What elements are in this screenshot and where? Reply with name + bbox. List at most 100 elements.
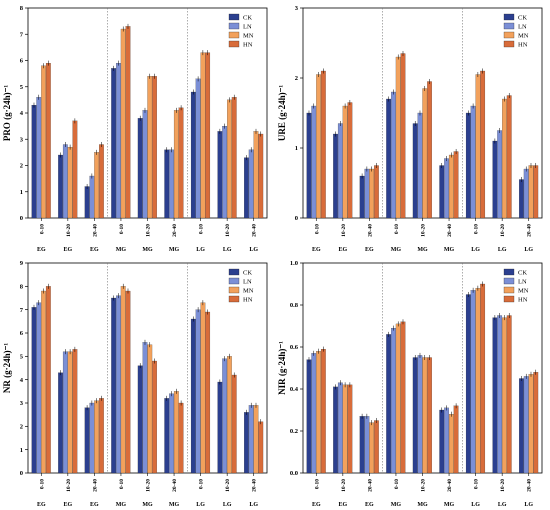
bar-MN xyxy=(502,317,507,474)
x-group-label: LG xyxy=(498,502,507,508)
x-group-label: LG xyxy=(471,502,480,508)
x-group-label: LG xyxy=(524,502,533,508)
bar-LN xyxy=(36,302,42,474)
x-tick-label: 0-10 xyxy=(314,224,320,234)
y-tick-label: 0.4 xyxy=(290,386,299,393)
x-tick-label: 10-20 xyxy=(421,224,427,237)
x-tick-label: 20-40 xyxy=(527,479,533,492)
bar-MN xyxy=(475,74,481,219)
bar-LN xyxy=(169,393,174,474)
y-tick-label: 8 xyxy=(20,5,24,12)
x-group-label: LG xyxy=(471,247,480,253)
bar-MN xyxy=(528,165,534,219)
bar-MN xyxy=(41,65,46,219)
bar-HN xyxy=(400,53,406,219)
bar-HN xyxy=(231,374,237,474)
bar-LN xyxy=(36,97,42,219)
x-group-label: LG xyxy=(524,247,533,253)
x-group-label: MG xyxy=(116,502,127,508)
bar-CK xyxy=(386,98,392,219)
x-tick-label: 10-20 xyxy=(500,479,506,492)
legend-label-HN: HN xyxy=(518,42,528,49)
x-group-label: EG xyxy=(365,502,374,508)
y-tick-label: 1 xyxy=(20,447,23,454)
bar-CK xyxy=(217,131,223,219)
legend-label-MN: MN xyxy=(518,288,529,295)
y-axis-title: NR (g·24h)⁻¹ xyxy=(2,343,12,394)
x-group-label: MG xyxy=(142,247,153,253)
bar-HN xyxy=(374,165,379,219)
bar-LN xyxy=(470,105,476,219)
bar-CK xyxy=(306,359,312,474)
bar-MN xyxy=(422,357,428,474)
bar-LN xyxy=(89,175,95,219)
bar-LN xyxy=(89,402,95,474)
bar-LN xyxy=(142,342,148,474)
bar-CK xyxy=(244,157,249,219)
bar-LN xyxy=(391,91,396,219)
x-tick-label: 0-10 xyxy=(39,479,45,489)
x-group-label: EG xyxy=(312,247,321,253)
bar-HN xyxy=(45,286,51,474)
bar-MN xyxy=(200,52,206,219)
legend-label-CK: CK xyxy=(243,15,252,22)
bar-LN xyxy=(142,110,148,219)
legend-label-MN: MN xyxy=(243,288,254,295)
y-tick-label: 0 xyxy=(295,215,298,222)
bar-HN xyxy=(400,321,406,474)
x-tick-label: 0-10 xyxy=(39,224,45,234)
legend-label-LN: LN xyxy=(518,24,527,31)
x-group-label: MG xyxy=(116,247,127,253)
legend-swatch-MN xyxy=(228,31,240,39)
bar-CK xyxy=(84,186,90,219)
bar-LN xyxy=(523,168,529,219)
x-tick-label: 0-10 xyxy=(199,224,205,234)
bar-CK xyxy=(359,416,365,474)
bar-MN xyxy=(502,98,507,219)
bar-LN xyxy=(523,376,529,474)
bar-HN xyxy=(258,133,264,219)
bar-MN xyxy=(147,344,153,474)
bar-HN xyxy=(374,420,379,474)
y-axis-title: PRO (g·24h)⁻¹ xyxy=(2,85,12,141)
bar-CK xyxy=(519,179,524,219)
y-tick-label: 5 xyxy=(20,84,24,91)
y-tick-label: 6 xyxy=(20,58,24,65)
legend-swatch-CK xyxy=(503,13,515,21)
bar-MN xyxy=(342,384,348,474)
x-group-label: EG xyxy=(365,247,374,253)
bar-HN xyxy=(99,398,104,474)
bar-LN xyxy=(169,149,174,219)
legend-swatch-HN xyxy=(228,40,240,48)
bar-MN xyxy=(120,286,126,474)
bar-MN xyxy=(120,28,126,219)
y-tick-label: 1 xyxy=(295,145,298,152)
bar-MN xyxy=(147,76,153,219)
bar-LN xyxy=(195,309,201,474)
chart-nr: 0 1 2 3 4 5 6 7 8 9 NR (g·24h)⁻¹ 0-10 EG 10-20 EG 20-40… xyxy=(2,260,268,508)
bar-MN xyxy=(41,290,46,474)
y-tick-label: 0.6 xyxy=(290,344,299,351)
legend-label-MN: MN xyxy=(243,33,254,40)
bar-CK xyxy=(137,365,143,474)
x-tick-label: 10-20 xyxy=(66,224,72,237)
bar-CK xyxy=(164,149,170,219)
bar-MN xyxy=(253,131,259,219)
y-tick-label: 7 xyxy=(20,31,24,38)
chart-pro: 0 1 2 3 4 5 6 7 8 PRO (g·24h)⁻¹ 0-10 EG 10-20 EG 20-40… xyxy=(2,5,268,253)
bar-CK xyxy=(439,409,445,474)
bar-LN xyxy=(444,407,449,474)
bar-CK xyxy=(84,407,90,474)
bar-CK xyxy=(31,105,37,219)
bar-HN xyxy=(506,95,512,219)
x-group-label: MG xyxy=(169,247,180,253)
bar-CK xyxy=(58,372,63,474)
bar-MN xyxy=(395,56,401,219)
bar-HN xyxy=(178,107,184,219)
bar-LN xyxy=(364,416,370,474)
x-tick-label: 20-40 xyxy=(367,479,373,492)
bar-CK xyxy=(465,112,471,219)
x-group-label: LG xyxy=(249,502,258,508)
legend-swatch-HN xyxy=(503,40,515,48)
